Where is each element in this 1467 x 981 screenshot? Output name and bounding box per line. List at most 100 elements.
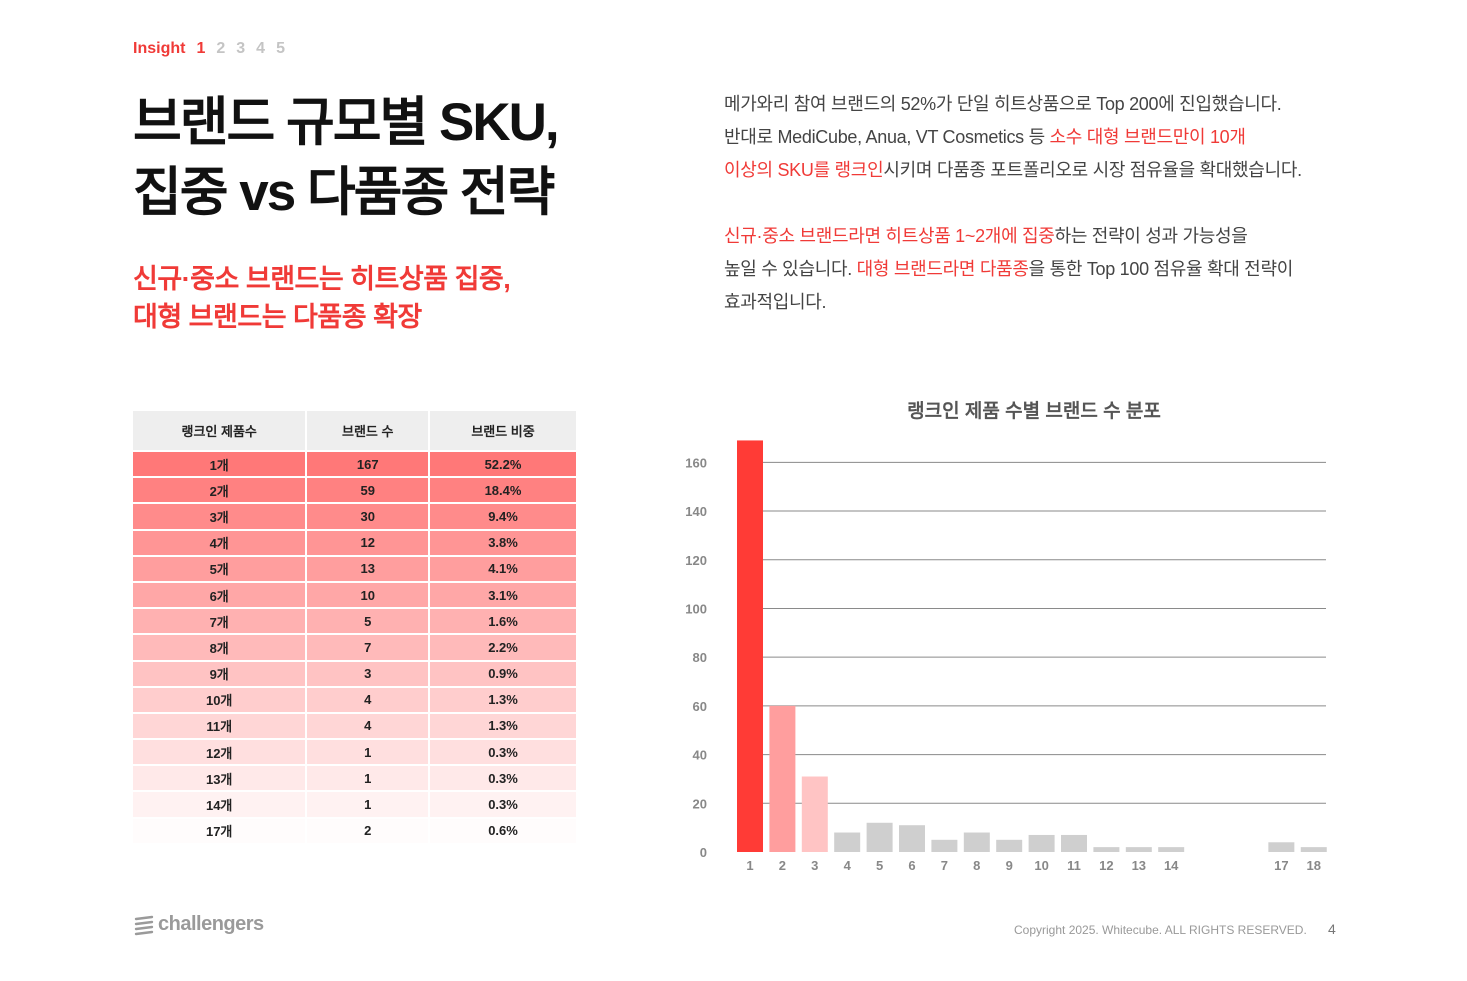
bar — [1268, 842, 1295, 852]
cell-products: 3개 — [133, 502, 308, 530]
stacked-lines-icon — [134, 915, 154, 935]
y-tick-label: 140 — [685, 504, 707, 519]
y-tick-label: 160 — [685, 455, 707, 470]
title-line-2: 집중 vs 다품종 전략 — [133, 163, 555, 222]
distribution-table: 랭크인 제품수 브랜드 수 브랜드 비중 1개 167 52.2% 2개 59 18.4%… — [133, 411, 576, 843]
table-header-row: 랭크인 제품수 브랜드 수 브랜드 비중 — [133, 411, 576, 451]
title-line-1: 브랜드 규모별 SKU, — [133, 93, 560, 152]
cell-brands: 167 — [306, 449, 431, 478]
cell-share: 18.4% — [429, 476, 576, 504]
bar — [866, 822, 893, 852]
cell-share: 3.1% — [429, 580, 576, 609]
paragraph-2-highlight: 대형 브랜드라면 다품종 — [856, 259, 1029, 279]
cell-brands: 13 — [306, 554, 431, 582]
bar — [769, 705, 796, 852]
bar — [931, 839, 958, 852]
bar — [737, 440, 763, 852]
paragraph-1-text: 시키며 다품종 포트폴리오로 시장 점유율을 확대했습니다. — [883, 160, 1302, 180]
table-row: 7개 5 1.6% — [133, 607, 576, 635]
paragraph-2-text: 높일 수 있습니다. — [724, 259, 857, 279]
copyright-text: Copyright 2025. Whitecube. ALL RIGHTS RE… — [1014, 923, 1307, 937]
cell-brands: 5 — [306, 607, 431, 635]
paragraph-2-text: 효과적입니다. — [724, 292, 827, 312]
table-header-brands: 브랜드 수 — [306, 411, 431, 451]
insight-nav: Insight 1 2 3 4 5 — [133, 40, 285, 58]
bar — [834, 832, 861, 852]
nav-page-3[interactable]: 3 — [236, 40, 246, 57]
x-tick-label: 7 — [941, 858, 948, 873]
bar — [996, 839, 1023, 852]
table-row: 11개 4 1.3% — [133, 711, 576, 740]
cell-brands: 30 — [306, 502, 431, 530]
cell-brands: 59 — [306, 476, 431, 504]
paragraph-1-text: 메가와리 참여 브랜드의 52%가 단일 히트상품으로 Top 200에 진입했… — [724, 94, 1282, 114]
x-tick-label: 10 — [1034, 858, 1048, 873]
table-row: 13개 1 0.3% — [133, 764, 576, 792]
table-row: 8개 7 2.2% — [133, 633, 576, 661]
logo-text: challengers — [158, 913, 264, 935]
x-tick-label: 1 — [746, 858, 753, 873]
cell-brands: 1 — [306, 764, 431, 792]
nav-page-4[interactable]: 4 — [256, 40, 266, 57]
table-row: 6개 10 3.1% — [133, 580, 576, 609]
x-tick-label: 6 — [908, 858, 915, 873]
insight-body: 메가와리 참여 브랜드의 52%가 단일 히트상품으로 Top 200에 진입했… — [724, 88, 1364, 352]
paragraph-1-text: 반대로 MediCube, Anua, VT Cosmetics 등 — [724, 127, 1050, 147]
cell-products: 9개 — [133, 659, 308, 687]
cell-share: 0.9% — [429, 659, 576, 687]
page-number: 4 — [1328, 921, 1336, 937]
x-tick-label: 8 — [973, 858, 980, 873]
cell-products: 12개 — [133, 738, 308, 766]
y-tick-label: 80 — [693, 650, 707, 665]
cell-share: 0.3% — [429, 764, 576, 792]
table-row: 9개 3 0.9% — [133, 659, 576, 687]
table-row: 3개 30 9.4% — [133, 502, 576, 530]
cell-share: 0.3% — [429, 790, 576, 818]
paragraph-1-highlight: 소수 대형 브랜드만이 10개 — [1049, 127, 1246, 147]
bar — [1125, 847, 1152, 852]
cell-products: 1개 — [133, 449, 308, 478]
nav-page-5[interactable]: 5 — [276, 40, 285, 57]
insight-label: Insight — [133, 40, 186, 57]
table-row: 5개 13 4.1% — [133, 554, 576, 582]
cell-brands: 1 — [306, 790, 431, 818]
paragraph-2-text: 을 통한 Top 100 점유율 확대 전략이 — [1028, 259, 1294, 279]
bar — [963, 832, 990, 852]
x-tick-label: 14 — [1164, 858, 1179, 873]
x-tick-label: 13 — [1132, 858, 1146, 873]
bar — [1158, 847, 1185, 852]
x-tick-label: 3 — [811, 858, 818, 873]
y-tick-label: 120 — [685, 553, 707, 568]
cell-brands: 10 — [306, 580, 431, 609]
cell-products: 4개 — [133, 528, 308, 556]
cell-products: 14개 — [133, 790, 308, 818]
table-row: 2개 59 18.4% — [133, 476, 576, 504]
y-tick-label: 20 — [693, 796, 707, 811]
cell-brands: 12 — [306, 528, 431, 556]
chart-title: 랭크인 제품 수별 브랜드 수 분포 — [907, 401, 1161, 422]
cell-brands: 1 — [306, 738, 431, 766]
x-tick-label: 11 — [1067, 858, 1081, 873]
x-tick-label: 4 — [844, 858, 852, 873]
table-row: 1개 167 52.2% — [133, 449, 576, 478]
x-tick-label: 5 — [876, 858, 883, 873]
paragraph-1-highlight: 이상의 SKU를 랭크인 — [724, 160, 884, 180]
challengers-logo: challengers — [133, 913, 264, 936]
cell-products: 8개 — [133, 633, 308, 661]
cell-share: 2.2% — [429, 633, 576, 661]
cell-products: 17개 — [133, 816, 308, 843]
cell-products: 13개 — [133, 764, 308, 792]
cell-brands: 2 — [306, 816, 431, 843]
nav-page-1[interactable]: 1 — [196, 40, 206, 57]
table-row: 12개 1 0.3% — [133, 738, 576, 766]
paragraph-2-highlight: 신규·중소 브랜드라면 히트상품 1~2개에 집중 — [724, 226, 1055, 246]
x-tick-label: 2 — [779, 858, 786, 873]
nav-page-2[interactable]: 2 — [216, 40, 226, 57]
cell-products: 7개 — [133, 607, 308, 635]
cell-brands: 3 — [306, 659, 431, 687]
x-tick-label: 12 — [1099, 858, 1113, 873]
table-row: 10개 4 1.3% — [133, 685, 576, 713]
table-header-share: 브랜드 비중 — [429, 411, 576, 451]
bar — [1061, 834, 1087, 852]
